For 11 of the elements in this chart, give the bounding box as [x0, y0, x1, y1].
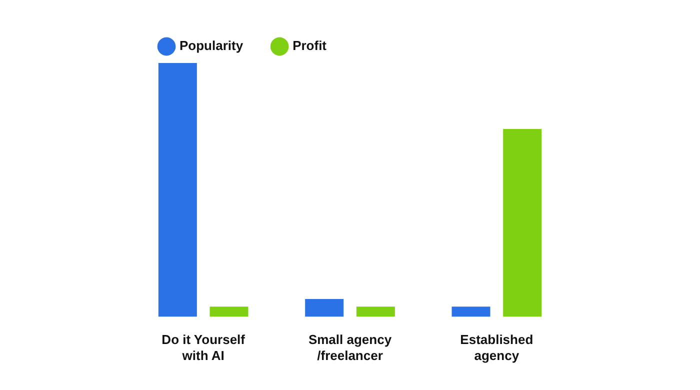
bar: [452, 306, 490, 317]
bar: [503, 128, 542, 317]
bar: [210, 306, 248, 317]
bar: [158, 63, 197, 317]
x-tick-label: Established agency: [460, 332, 534, 363]
x-tick-label: Do it Yourself with AI: [162, 332, 246, 363]
bar: [305, 299, 344, 317]
x-tick-label: Small agency /freelancer: [308, 332, 392, 363]
bar: [356, 306, 395, 317]
legend-label: Popularity: [180, 38, 244, 54]
legend-label: Profit: [292, 38, 328, 54]
